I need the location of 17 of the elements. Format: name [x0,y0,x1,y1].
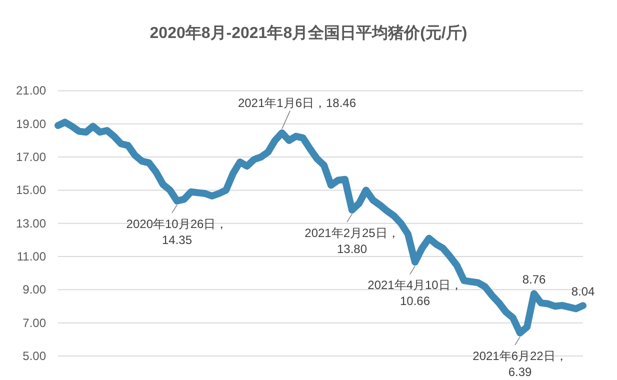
annotation: 2021年4月10日， 10.66 [368,278,462,308]
y-tick-label: 7.00 [22,316,46,330]
y-tick-label: 15.00 [16,183,46,198]
y-tick-label: 17.00 [16,150,46,164]
annotation: 2021年1月6日，18.46 [238,96,356,110]
chart-title: 2020年8月-2021年8月全国日平均猪价(元/斤) [150,24,468,42]
y-tick-label: 13.00 [16,216,46,230]
annotation: 2021年2月25日， 13.80 [304,226,400,256]
y-tick-label: 21.00 [16,84,46,98]
annotation: 8.76 [522,272,546,287]
annotation: 2021年6月22日， 6.39 [472,348,568,379]
annotation: 8.04 [571,284,595,299]
y-tick-label: 11.00 [16,250,46,264]
y-tick-label: 5.00 [22,349,46,363]
y-tick-label: 19.00 [16,116,46,131]
annotation: 2020年10月26日， 14.35 [126,216,228,247]
y-tick-label: 9.00 [22,282,46,297]
